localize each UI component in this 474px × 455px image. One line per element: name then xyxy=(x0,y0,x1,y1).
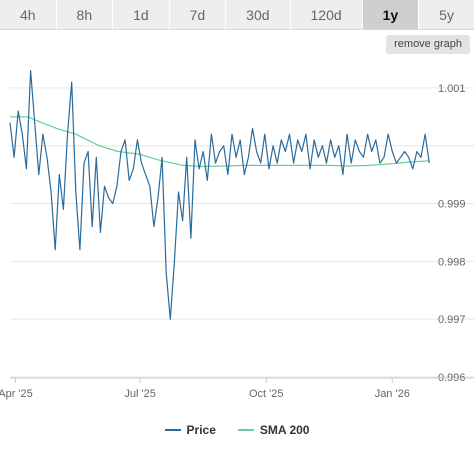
y-tick-label: 0.999 xyxy=(438,199,466,211)
legend-item-sma[interactable]: SMA 200 xyxy=(237,423,310,437)
legend-label-sma: SMA 200 xyxy=(259,423,310,437)
x-tick-label: Oct '25 xyxy=(249,388,284,400)
range-tab-8h[interactable]: 8h xyxy=(56,0,114,30)
range-tab-5y[interactable]: 5y xyxy=(419,0,474,30)
legend-swatch-sma xyxy=(237,429,254,431)
legend-item-price[interactable]: Price xyxy=(164,423,216,437)
y-tick-label: 1.001 xyxy=(438,83,466,95)
chart-legend: Price SMA 200 xyxy=(0,420,474,440)
legend-swatch-price xyxy=(164,429,181,431)
x-tick-label: Jan '26 xyxy=(375,388,410,400)
range-tab-1y[interactable]: 1y xyxy=(362,0,420,30)
x-tick-label: Jul '25 xyxy=(124,388,155,400)
legend-label-price: Price xyxy=(186,423,216,437)
range-tabs: 4h 8h 1d 7d 30d 120d 1y 5y xyxy=(0,0,474,30)
range-tab-30d[interactable]: 30d xyxy=(226,0,291,30)
remove-graph-button[interactable]: remove graph xyxy=(386,35,470,54)
range-tab-1d[interactable]: 1d xyxy=(113,0,170,30)
range-tab-120d[interactable]: 120d xyxy=(290,0,363,30)
x-tick-label: Apr '25 xyxy=(0,388,33,400)
range-tab-4h[interactable]: 4h xyxy=(0,0,57,30)
series-line-sma-200 xyxy=(10,116,430,168)
series-line-price xyxy=(9,70,430,320)
y-tick-label: 0.998 xyxy=(438,256,466,268)
y-tick-label: 0.997 xyxy=(438,314,466,326)
range-tab-7d[interactable]: 7d xyxy=(169,0,227,30)
